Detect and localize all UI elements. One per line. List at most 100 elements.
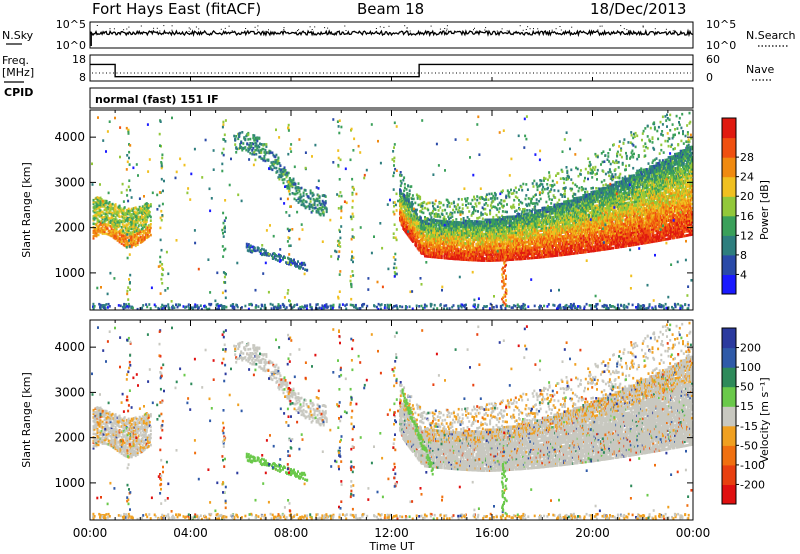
nsearch-point bbox=[123, 29, 125, 31]
power-cell bbox=[99, 221, 102, 225]
power-cell bbox=[451, 212, 454, 215]
power-cell bbox=[448, 201, 451, 205]
power-cell bbox=[126, 236, 129, 239]
power-cell bbox=[103, 205, 106, 208]
power-cell bbox=[465, 203, 467, 207]
power-cell bbox=[139, 230, 142, 233]
power-cell bbox=[272, 160, 275, 164]
power-cell bbox=[250, 144, 253, 148]
power-cell bbox=[283, 178, 286, 181]
nsearch-point bbox=[522, 29, 524, 31]
power-cell bbox=[110, 225, 113, 229]
power-cell bbox=[254, 249, 257, 253]
power-cell bbox=[252, 146, 255, 150]
power-cell bbox=[149, 233, 152, 237]
nsearch-point bbox=[601, 25, 603, 27]
power-cell bbox=[410, 213, 413, 217]
power-cell bbox=[255, 142, 258, 145]
power-cell bbox=[455, 218, 458, 221]
power-cell bbox=[501, 210, 504, 213]
power-cell bbox=[99, 200, 102, 203]
power-cell bbox=[502, 204, 505, 208]
nsearch-point bbox=[571, 26, 573, 28]
power-cell bbox=[278, 162, 281, 165]
power-cell bbox=[242, 142, 245, 145]
power-cell bbox=[526, 188, 529, 191]
nsearch-point bbox=[283, 27, 285, 29]
power-cell bbox=[300, 265, 302, 269]
power-cell bbox=[525, 183, 528, 186]
power-cell bbox=[513, 206, 516, 209]
nsearch-point bbox=[256, 29, 258, 31]
power-cell bbox=[300, 203, 303, 207]
power-cell bbox=[400, 174, 403, 177]
power-cell bbox=[105, 208, 108, 212]
power-cell bbox=[302, 202, 305, 206]
power-cell bbox=[548, 198, 551, 201]
power-cell bbox=[503, 199, 506, 203]
power-cell bbox=[118, 233, 121, 237]
nsearch-point bbox=[171, 25, 173, 27]
freq-label-2: [MHz] bbox=[2, 66, 34, 79]
nsearch-point bbox=[188, 30, 190, 32]
power-cell bbox=[124, 228, 127, 231]
power-cell bbox=[476, 198, 479, 202]
nsearch-point bbox=[189, 28, 191, 30]
power-cell bbox=[422, 211, 425, 215]
power-cell bbox=[297, 186, 300, 189]
power-cell bbox=[489, 211, 492, 214]
power-cell bbox=[306, 269, 309, 272]
power-cell bbox=[253, 246, 256, 250]
power-cell bbox=[104, 228, 107, 232]
power-cell bbox=[518, 188, 520, 191]
power-cell bbox=[101, 210, 104, 214]
power-cell bbox=[101, 228, 104, 232]
power-cell bbox=[290, 258, 292, 261]
power-cell bbox=[110, 229, 113, 232]
power-cell bbox=[134, 240, 137, 244]
power-cell bbox=[260, 149, 263, 152]
power-cell bbox=[312, 193, 315, 197]
power-cell bbox=[274, 160, 277, 164]
power-cell bbox=[139, 215, 142, 219]
power-cell bbox=[103, 232, 106, 235]
power-cell bbox=[128, 211, 131, 214]
power-cell bbox=[472, 210, 475, 214]
power-cell bbox=[148, 210, 151, 214]
power-cell bbox=[249, 244, 252, 248]
power-cell bbox=[99, 196, 102, 200]
power-cell bbox=[280, 168, 283, 171]
power-cell bbox=[399, 179, 402, 183]
power-cell bbox=[553, 183, 556, 187]
power-cell bbox=[247, 131, 250, 135]
power-cell bbox=[123, 217, 126, 220]
power-cell bbox=[478, 201, 481, 205]
power-cell bbox=[271, 151, 274, 155]
power-cell bbox=[130, 216, 133, 220]
nsearch-point bbox=[311, 29, 313, 30]
power-cell bbox=[139, 217, 142, 221]
power-cell bbox=[286, 187, 289, 190]
power-cell bbox=[129, 231, 132, 234]
power-cell bbox=[513, 189, 516, 192]
power-cell bbox=[563, 177, 566, 181]
nave-label: Nave bbox=[746, 63, 774, 76]
power-cell bbox=[139, 232, 142, 235]
power-cell bbox=[248, 248, 251, 252]
power-cell bbox=[245, 148, 248, 152]
nsearch-point bbox=[560, 29, 562, 31]
power-cell bbox=[263, 253, 266, 257]
power-cell bbox=[235, 151, 238, 154]
nsearch-point bbox=[224, 27, 226, 29]
power-cell bbox=[233, 134, 236, 138]
power-cell bbox=[309, 197, 312, 200]
power-cell bbox=[408, 192, 411, 196]
power-cell bbox=[542, 190, 545, 194]
power-cell bbox=[257, 247, 260, 250]
power-cell bbox=[104, 203, 107, 206]
power-cell bbox=[516, 196, 519, 200]
mode-text: normal (fast) 151 IF bbox=[95, 93, 219, 106]
power-cell bbox=[465, 199, 468, 203]
power-cell bbox=[256, 136, 259, 140]
power-cell bbox=[439, 215, 442, 219]
